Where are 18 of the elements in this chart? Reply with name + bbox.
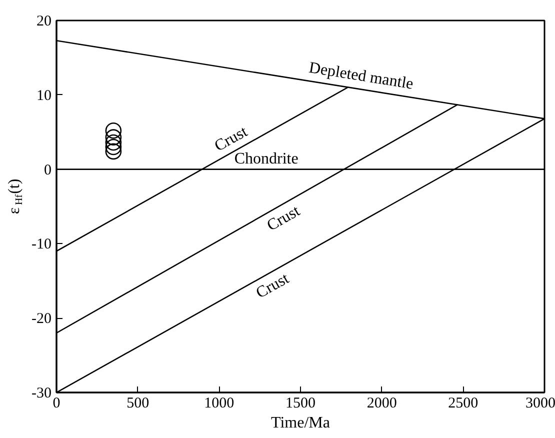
x-tick-label: 2500 <box>448 396 478 412</box>
x-tick-label: 3000 <box>526 396 555 412</box>
text: Depleted mantle <box>308 59 414 93</box>
y-tick-label: -20 <box>32 311 52 328</box>
ref-line-label: Chondrite <box>234 150 298 168</box>
y-tick-label: -10 <box>32 236 52 253</box>
x-tick-label: 500 <box>126 396 150 412</box>
y-tick-label: 0 <box>44 162 52 178</box>
y-tick-label: 10 <box>36 88 52 104</box>
x-tick-label: 2000 <box>366 396 397 412</box>
text: Crust <box>264 202 304 235</box>
y-tick-label: 20 <box>36 14 52 30</box>
y-axis-title: εHf(t) <box>6 178 25 214</box>
x-tick-label: 1000 <box>204 396 234 412</box>
y-tick-label: -30 <box>32 386 52 402</box>
text: Crust <box>253 270 292 302</box>
x-axis-title: Time/Ma <box>271 414 330 432</box>
x-tick-label: 1500 <box>286 396 316 412</box>
